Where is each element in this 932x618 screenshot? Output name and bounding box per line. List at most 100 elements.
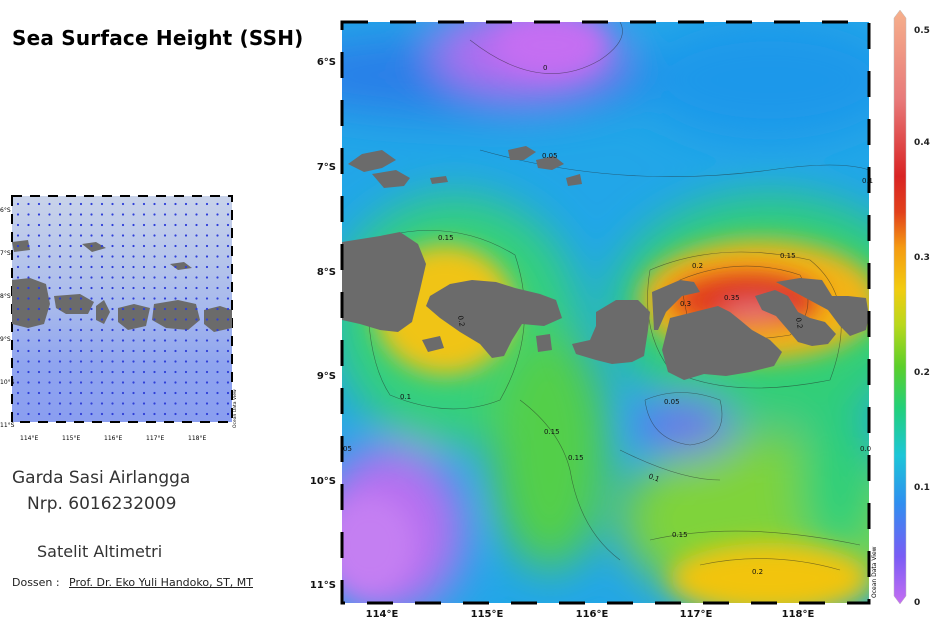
grid-dot xyxy=(142,328,146,332)
grid-dot xyxy=(100,286,104,290)
colorbar-tick-label: 0 xyxy=(914,598,920,608)
grid-dot xyxy=(195,297,198,300)
grid-dot xyxy=(27,255,30,258)
thumb-watermark: Ocean Data View xyxy=(232,389,238,428)
grid-dot xyxy=(121,307,125,311)
grid-dot xyxy=(90,286,93,290)
grid-dot xyxy=(142,370,146,374)
lecturer-name: Prof. Dr. Eko Yuli Handoko, ST, MT xyxy=(69,576,253,589)
grid-dot xyxy=(174,339,177,342)
grid-dot xyxy=(153,402,156,405)
grid-dot xyxy=(226,381,230,384)
grid-dot xyxy=(142,202,146,206)
grid-dot xyxy=(205,244,209,248)
grid-dot xyxy=(163,370,167,374)
grid-dot xyxy=(27,202,30,206)
thumb-lat-label: 9°S xyxy=(0,336,11,343)
grid-dot xyxy=(37,402,41,405)
main-map: 0 0.05 0.15 0.2 0.15 0.2 0.3 0.35 0.2 0.… xyxy=(310,20,878,618)
grid-dot xyxy=(153,286,156,290)
grid-dot xyxy=(195,307,198,311)
grid-dot xyxy=(58,223,62,227)
grid-dot xyxy=(100,328,104,332)
grid-dot xyxy=(174,213,177,216)
grid-dot xyxy=(205,328,209,332)
grid-dot xyxy=(121,360,125,363)
grid-dot xyxy=(195,213,198,216)
grid-dot xyxy=(216,360,219,363)
colorbar-tick-label: 0.5 xyxy=(914,26,930,36)
lon-label: 114°E xyxy=(366,609,399,618)
grid-dot xyxy=(48,276,51,279)
grid-dot xyxy=(216,255,219,258)
grid-dot xyxy=(195,223,198,227)
grid-dot xyxy=(184,391,188,395)
grid-dot xyxy=(226,318,230,321)
grid-dot xyxy=(216,223,219,227)
contour-label: 0.0 xyxy=(860,445,871,453)
grid-dot xyxy=(48,381,51,384)
grid-dot xyxy=(216,213,219,216)
grid-dot xyxy=(48,391,51,395)
grid-dot xyxy=(153,307,156,311)
grid-dot xyxy=(153,255,156,258)
grid-dot xyxy=(79,402,83,405)
grid-dot xyxy=(205,255,209,258)
grid-dot xyxy=(79,265,83,269)
grid-dot xyxy=(90,255,93,258)
grid-dot xyxy=(226,360,230,363)
grid-dot xyxy=(142,307,146,311)
contour-label: 0.2 xyxy=(794,317,804,329)
grid-dot xyxy=(142,360,146,363)
grid-dot xyxy=(58,391,62,395)
grid-dot xyxy=(132,213,135,216)
grid-dot xyxy=(132,234,135,237)
grid-dot xyxy=(216,286,219,290)
grid-dot xyxy=(121,349,125,353)
grid-dot xyxy=(58,370,62,374)
grid-dot xyxy=(37,223,41,227)
grid-dot xyxy=(174,412,177,416)
grid-dot xyxy=(216,234,219,237)
grid-dot xyxy=(16,297,20,300)
grid-dot xyxy=(100,297,104,300)
grid-dot xyxy=(153,276,156,279)
grid-dot xyxy=(37,370,41,374)
grid-dot xyxy=(195,402,198,405)
thumb-lon-label: 115°E xyxy=(62,435,80,442)
grid-dot xyxy=(100,402,104,405)
grid-dot xyxy=(174,286,177,290)
grid-dot xyxy=(69,244,72,248)
grid-dot xyxy=(216,276,219,279)
grid-dot xyxy=(132,339,135,342)
grid-dot xyxy=(142,349,146,353)
grid-dot xyxy=(142,223,146,227)
grid-dot xyxy=(100,276,104,279)
grid-dot xyxy=(184,234,188,237)
grid-dot xyxy=(37,360,41,363)
grid-dot xyxy=(79,339,83,342)
grid-dot xyxy=(48,297,51,300)
grid-dot xyxy=(79,255,83,258)
grid-dot xyxy=(90,213,93,216)
grid-dot xyxy=(226,349,230,353)
grid-dot xyxy=(48,202,51,206)
grid-dot xyxy=(195,286,198,290)
grid-dot xyxy=(100,213,104,216)
grid-dot xyxy=(79,213,83,216)
grid-dot xyxy=(121,339,125,342)
contour-label: 0.1 xyxy=(647,472,660,483)
grid-dot xyxy=(174,381,177,384)
grid-dot xyxy=(226,265,230,269)
grid-dot xyxy=(27,213,30,216)
grid-dot xyxy=(111,402,114,405)
grid-dot xyxy=(69,318,72,321)
grid-dot xyxy=(27,265,30,269)
grid-dot xyxy=(90,307,93,311)
grid-dot xyxy=(132,307,135,311)
grid-dot xyxy=(163,297,167,300)
grid-dot xyxy=(205,318,209,321)
grid-dot xyxy=(100,307,104,311)
grid-dot xyxy=(205,297,209,300)
grid-dot xyxy=(79,307,83,311)
